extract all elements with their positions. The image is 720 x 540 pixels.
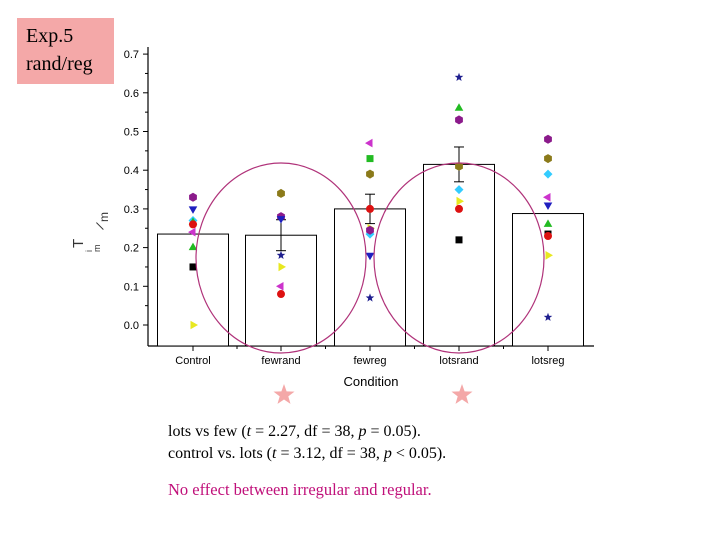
bar-chart: T i m / m 0.0 0.1 0.2 0.3 0.4 0.5 0.6 0.7 Contr…: [70, 47, 594, 404]
stats-line1-p: p: [358, 423, 367, 440]
subject-point-fewrand: [276, 216, 286, 224]
subject-point-fewreg: [366, 204, 374, 213]
subject-point-Control: [188, 242, 198, 251]
stats-line-control-vs-lots: control vs. lots (t = 3.12, df = 38, p <…: [168, 443, 446, 465]
subject-point-fewreg: [365, 138, 373, 148]
subject-point-Control: [188, 227, 196, 237]
experiment-label: Exp.5 rand/reg: [17, 18, 114, 84]
x-tick-label-fewreg: fewreg: [353, 355, 386, 367]
subject-point-Control: [189, 220, 197, 229]
y-tick-label: 0.2: [124, 243, 139, 255]
subject-point-lotsrand: [454, 185, 464, 195]
subject-point-Control: [190, 320, 198, 330]
subject-point-lotsrand: [455, 236, 463, 244]
subject-point-fewreg: [366, 155, 374, 163]
subject-point-fewrand: [276, 282, 284, 291]
highlight-star-fewrand: [273, 384, 295, 404]
stats-line1-rest: = 2.27, df = 38,: [251, 423, 359, 440]
stats-line1-prefix: lots vs few (: [168, 423, 247, 440]
experiment-label-line2: rand/reg: [26, 53, 93, 75]
subject-point-lotsrand: [454, 103, 464, 111]
y-tick-label: 0.7: [124, 49, 139, 61]
highlight-circle-fewrand: [195, 162, 367, 354]
bar-Control: [157, 233, 229, 347]
subject-point-lotsreg: [543, 219, 553, 227]
subject-point-fewreg: [365, 293, 375, 302]
x-tick-label-lotsrand: lotsrand: [439, 355, 478, 367]
x-axis-label: Condition: [344, 374, 399, 389]
experiment-label-line1: Exp.5: [26, 25, 74, 47]
subject-point-fewreg: [366, 225, 374, 235]
bar-lotsrand: [423, 163, 495, 347]
y-axis-label-fragments: T i m / m: [70, 212, 111, 252]
highlight-circle-lotsrand: [373, 162, 545, 354]
subject-point-lotsreg: [543, 312, 553, 321]
subject-point-fewrand: [278, 262, 286, 272]
subject-point-lotsreg: [544, 134, 552, 144]
svg-text:m: m: [97, 212, 111, 222]
subject-point-Control: [189, 192, 197, 202]
x-tick-label-lotsreg: lotsreg: [531, 355, 564, 367]
y-tick-label: 0.1: [124, 281, 139, 293]
stats-line-lots-vs-few: lots vs few (t = 2.27, df = 38, p = 0.05…: [168, 421, 446, 443]
subject-point-lotsrand: [454, 72, 464, 81]
svg-text:/: /: [93, 221, 108, 232]
x-tick-label-fewrand: fewrand: [261, 355, 300, 367]
x-tick-label-Control: Control: [175, 355, 210, 367]
y-tick-label: 0.4: [124, 165, 139, 177]
subject-point-lotsreg: [543, 193, 551, 202]
subject-point-lotsrand: [455, 204, 463, 213]
stats-line1-t: t: [246, 423, 252, 440]
statistics-block: lots vs few (t = 2.27, df = 38, p = 0.05…: [168, 421, 446, 465]
svg-text:T: T: [70, 239, 87, 248]
y-tick-label: 0.5: [124, 127, 139, 139]
y-tick-label: 0.6: [124, 88, 139, 100]
stats-line2-rest: = 3.12, df = 38,: [276, 445, 384, 462]
highlight-star-lotsrand: [451, 384, 473, 404]
subject-point-lotsreg: [544, 231, 552, 240]
subject-point-lotsreg: [545, 251, 553, 260]
stats-line2-end: < 0.05).: [391, 445, 447, 462]
subject-point-lotsreg: [543, 202, 553, 210]
stats-line1-end: = 0.05).: [366, 423, 421, 440]
subject-point-fewrand: [276, 250, 286, 259]
svg-text:i: i: [84, 250, 94, 252]
stats-line2-t: t: [272, 445, 277, 462]
stats-line2-prefix: control vs. lots (: [168, 445, 272, 462]
subject-point-Control: [189, 263, 197, 271]
y-tick-label: 0.0: [124, 320, 139, 332]
subject-point-lotsreg: [544, 154, 552, 164]
subject-point-lotsrand: [456, 196, 464, 206]
subject-point-Control: [188, 206, 198, 214]
y-tick-label: 0.3: [124, 204, 139, 216]
subject-point-fewrand: [277, 188, 285, 198]
subject-point-lotsreg: [543, 169, 553, 179]
subject-point-fewreg: [365, 252, 375, 261]
stats-line2-p: p: [383, 445, 392, 462]
subject-point-fewrand: [277, 290, 285, 299]
subject-point-lotsrand: [455, 115, 463, 125]
subject-point-fewreg: [366, 169, 374, 179]
conclusion-text: No effect between irregular and regular.: [168, 480, 432, 499]
svg-text:m: m: [92, 245, 102, 253]
subject-point-lotsrand: [455, 161, 463, 171]
